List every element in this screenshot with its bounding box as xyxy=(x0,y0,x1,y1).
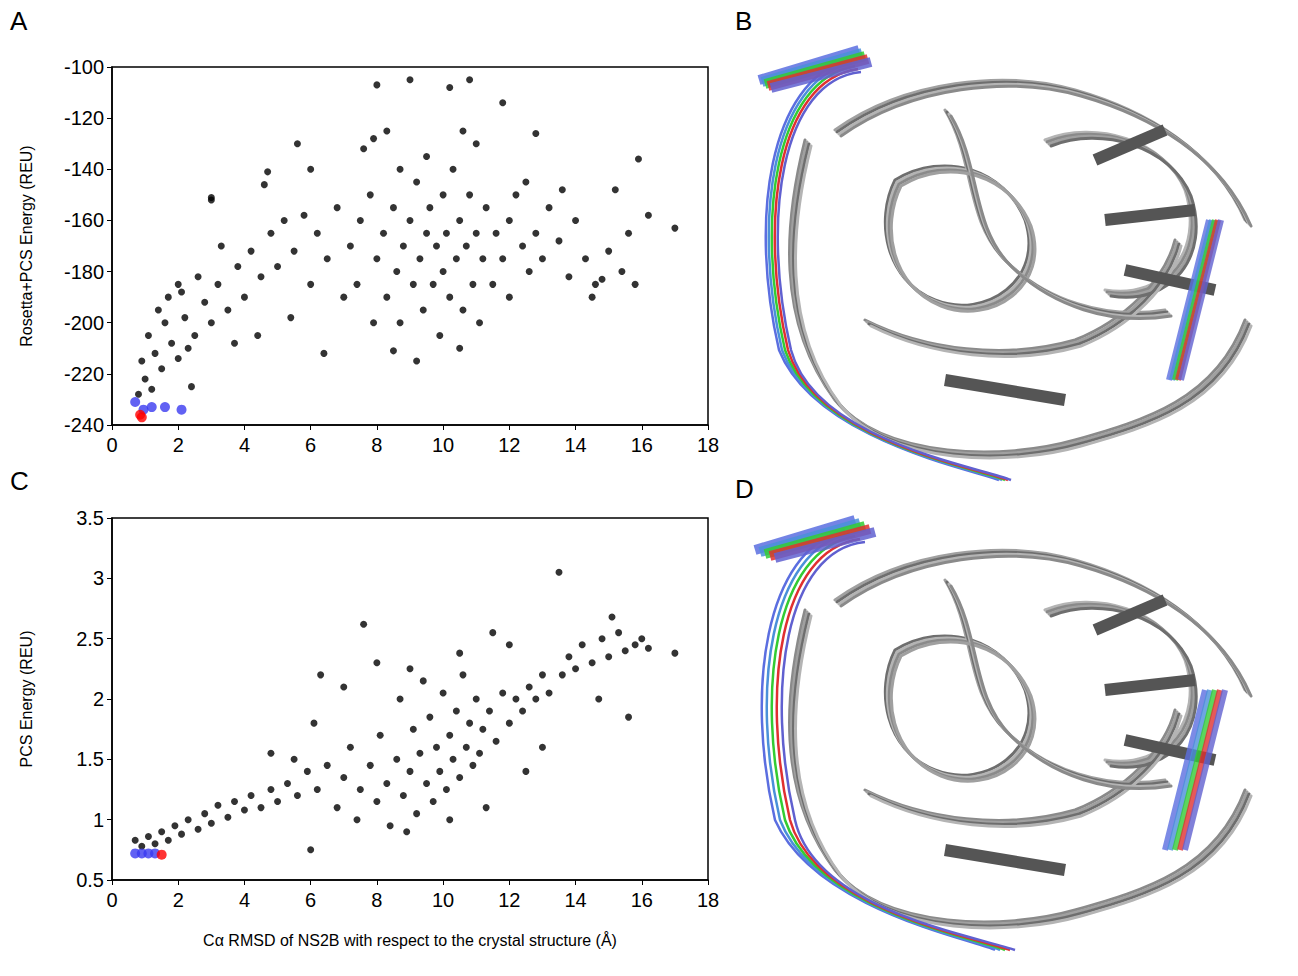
svg-text:8: 8 xyxy=(371,434,382,456)
svg-text:12: 12 xyxy=(498,889,520,911)
svg-text:8: 8 xyxy=(371,889,382,911)
svg-text:-200: -200 xyxy=(64,312,104,334)
svg-text:6: 6 xyxy=(305,434,316,456)
svg-text:6: 6 xyxy=(305,889,316,911)
svg-text:10: 10 xyxy=(432,889,454,911)
svg-text:-140: -140 xyxy=(64,158,104,180)
svg-text:14: 14 xyxy=(564,434,586,456)
svg-text:2: 2 xyxy=(173,434,184,456)
svg-text:-180: -180 xyxy=(64,261,104,283)
svg-text:PCS Energy (REU): PCS Energy (REU) xyxy=(18,631,35,768)
svg-text:Cα RMSD of NS2B with respect t: Cα RMSD of NS2B with respect to the crys… xyxy=(203,931,617,949)
svg-text:-220: -220 xyxy=(64,363,104,385)
svg-text:16: 16 xyxy=(631,889,653,911)
svg-text:0: 0 xyxy=(106,889,117,911)
svg-text:0.5: 0.5 xyxy=(76,869,104,891)
svg-text:2: 2 xyxy=(93,688,104,710)
svg-text:18: 18 xyxy=(697,434,719,456)
svg-text:-120: -120 xyxy=(64,107,104,129)
svg-text:18: 18 xyxy=(697,889,719,911)
html-text:A: A xyxy=(10,6,28,36)
svg-text:Rosetta+PCS Energy (REU): Rosetta+PCS Energy (REU) xyxy=(18,145,35,346)
svg-text:B: B xyxy=(735,6,752,36)
svg-text:2: 2 xyxy=(173,889,184,911)
svg-text:4: 4 xyxy=(239,889,250,911)
svg-text:4: 4 xyxy=(239,434,250,456)
html-text:C: C xyxy=(10,466,29,496)
svg-text:-160: -160 xyxy=(64,209,104,231)
svg-text:1.5: 1.5 xyxy=(76,748,104,770)
svg-text:1: 1 xyxy=(93,809,104,831)
svg-text:2.5: 2.5 xyxy=(76,628,104,650)
svg-text:3.5: 3.5 xyxy=(76,507,104,529)
svg-text:14: 14 xyxy=(564,889,586,911)
svg-text:3: 3 xyxy=(93,567,104,589)
svg-text:-100: -100 xyxy=(64,56,104,78)
svg-text:-240: -240 xyxy=(64,414,104,436)
svg-text:10: 10 xyxy=(432,434,454,456)
svg-text:16: 16 xyxy=(631,434,653,456)
svg-text:12: 12 xyxy=(498,434,520,456)
svg-text:0: 0 xyxy=(106,434,117,456)
svg-text:D: D xyxy=(735,474,754,504)
